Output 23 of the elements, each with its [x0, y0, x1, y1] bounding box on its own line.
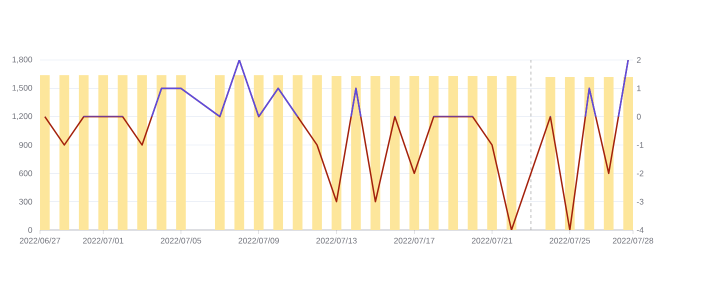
- y2-tick-label: -4: [636, 227, 644, 233]
- x-tick-label: 2022/07/17: [394, 238, 434, 244]
- y2-tick-label: -2: [636, 170, 644, 176]
- x-tick-label: 2022/07/21: [472, 238, 512, 244]
- x-tick-label: 2022/07/28: [612, 238, 654, 244]
- x-tick-label: 2022/06/27: [20, 238, 60, 244]
- y2-tick-label: -3: [636, 198, 644, 205]
- x-tick-label: 2022/07/25: [550, 238, 590, 244]
- y-tick-label: 1,500: [12, 84, 32, 92]
- x-tick-label: 2022/07/01: [83, 238, 124, 244]
- y-tick-label: 1,200: [12, 113, 32, 120]
- y-tick-label: 600: [19, 170, 32, 176]
- y-tick-label: 900: [19, 142, 32, 148]
- x-tick-label: 2022/07/09: [238, 238, 279, 244]
- x-tick-label: 2022/07/05: [160, 238, 202, 244]
- y-tick-label: 1,800: [12, 56, 32, 64]
- y-tick-label: 300: [19, 198, 32, 205]
- y2-tick-label: 1: [637, 86, 641, 92]
- y2-tick-label: 0: [636, 114, 641, 120]
- y-tick-label: 0: [28, 227, 32, 233]
- y2-tick-label: -1: [636, 142, 644, 148]
- x-tick-label: 2022/07/13: [316, 238, 357, 244]
- y2-tick-label: 2: [636, 57, 641, 63]
